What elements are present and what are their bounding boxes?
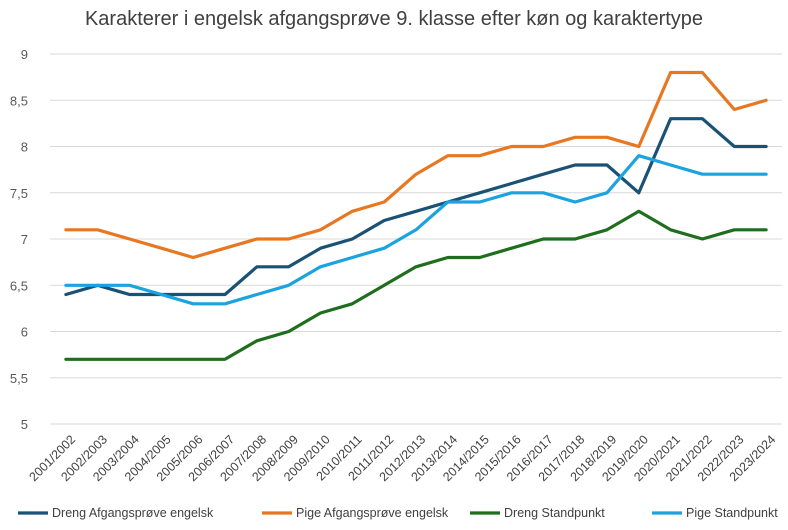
series-line-3: [64, 154, 768, 306]
y-tick-label: 7: [21, 232, 28, 247]
series-line-2: [64, 209, 768, 361]
y-tick-label: 6: [21, 325, 28, 340]
legend-label: Pige Standpunkt: [686, 506, 778, 520]
y-tick-label: 8,5: [10, 93, 28, 108]
y-tick-label: 5: [21, 417, 28, 432]
y-tick-label: 6,5: [10, 278, 28, 293]
chart-title: Karakterer i engelsk afgangsprøve 9. kla…: [84, 8, 704, 30]
y-tick-label: 5,5: [10, 371, 28, 386]
legend-label: Dreng Standpunkt: [504, 506, 605, 520]
series-line-1: [64, 70, 768, 260]
y-tick-label: 9: [21, 47, 28, 62]
y-tick-label: 7,5: [10, 186, 28, 201]
legend-label: Pige Afgangsprøve engelsk: [296, 506, 449, 520]
series-line-0: [64, 117, 768, 297]
legend-label: Dreng Afgangsprøve engelsk: [52, 506, 214, 520]
y-tick-label: 8: [21, 140, 28, 155]
